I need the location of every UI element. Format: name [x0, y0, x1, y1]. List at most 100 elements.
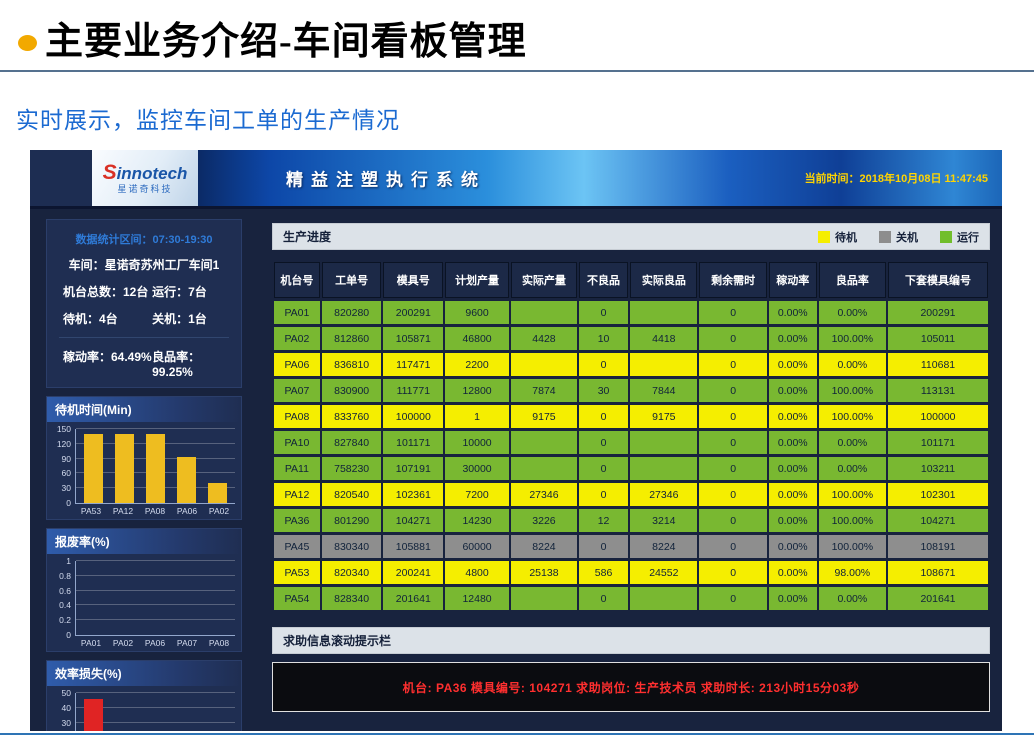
table-cell: PA53: [274, 561, 320, 584]
table-cell: 12: [578, 509, 629, 532]
table-cell: 24552: [630, 561, 698, 584]
chart-area: 0 0.2 0.4 0.6 0.8 1 PA01 PA02 PA06 PA07 PA08: [47, 554, 241, 651]
bar-slot: [78, 561, 109, 635]
legend-label-standby: 待机: [835, 231, 857, 244]
table-cell: 1: [445, 405, 509, 428]
bar-slot: [140, 429, 171, 503]
chart-standby-time: 待机时间(Min) 0 30 60 90 120 150 PA53 PA12 PA08 PA06…: [46, 396, 242, 520]
table-cell: 0.00%: [768, 327, 817, 350]
logo: Sinnotech 星诺奇科技: [92, 150, 198, 206]
table-cell: 0: [699, 405, 767, 428]
bar-PA12: [114, 433, 135, 503]
stat-grid: 机台总数：12台 运行：7台 待机：4台 关机：1台 稼动率：64.49% 良品…: [55, 283, 233, 379]
table-cell: 0.00%: [768, 587, 817, 610]
column-header: 下套模具编号: [887, 262, 988, 298]
y-tick-label: 50: [61, 688, 71, 698]
bar-slot: [140, 693, 171, 731]
x-tick-label: PA02: [112, 638, 134, 648]
chart-plot: [75, 560, 235, 636]
system-title: 精益注塑执行系统: [286, 170, 486, 190]
bar-slot: [202, 561, 233, 635]
gridline: [76, 721, 235, 723]
table-cell: 2200: [445, 353, 509, 376]
table-cell: 0: [578, 483, 629, 506]
table-cell: 12480: [445, 587, 509, 610]
slide-header: 主要业务介绍-车间看板管理: [18, 10, 527, 65]
stat-shutdown: 关机：1台: [152, 312, 207, 326]
table-cell: 0: [699, 457, 767, 480]
table-cell: 0.00%: [818, 457, 886, 480]
y-tick-label: 1: [66, 556, 71, 566]
stats-divider: [59, 337, 229, 338]
table-cell: 0.00%: [818, 587, 886, 610]
legend-swatch-run: [940, 230, 952, 243]
y-tick-label: 120: [56, 438, 71, 449]
chart-plot-wrap: PA01PA36PA08PA10PA12: [75, 692, 235, 731]
table-cell: 828340: [321, 587, 382, 610]
table-cell: 8224: [510, 535, 577, 558]
table-cell: 0: [699, 561, 767, 584]
table-cell: 10000: [445, 431, 509, 454]
table-cell: 7200: [445, 483, 509, 506]
stat-workshop: 车间：星诺奇苏州工厂车间1: [68, 258, 220, 272]
table-cell: 27346: [510, 483, 577, 506]
legend-swatch-standby: [818, 230, 830, 243]
table-cell: 200291: [887, 301, 988, 324]
title-divider: [0, 70, 1034, 72]
table-cell: 820340: [321, 561, 382, 584]
x-tick-label: PA08: [208, 638, 230, 648]
y-tick-label: 0.4: [59, 600, 71, 611]
column-header: 剩余需时: [699, 262, 767, 298]
table-cell: 0: [578, 301, 629, 324]
chart-scrap-rate: 报废率(%) 0 0.2 0.4 0.6 0.8 1 PA01 PA02 PA06 PA07 PA…: [46, 528, 242, 652]
chart-plot: [75, 428, 235, 504]
table-cell: PA12: [274, 483, 320, 506]
table-cell: 9600: [445, 301, 509, 324]
chart-bars: [78, 429, 233, 503]
chart-plot: [75, 692, 235, 731]
bar-PA01: [83, 698, 104, 731]
y-tick-label: 40: [61, 702, 71, 713]
legend-swatch-off: [879, 230, 891, 243]
table-cell: 30: [578, 379, 629, 402]
production-section-title: 生产进度: [283, 230, 332, 244]
chart-title: 报废率(%): [47, 529, 241, 554]
table-cell: 14230: [445, 509, 509, 532]
table-cell: PA06: [274, 353, 320, 376]
y-tick-label: 0.8: [59, 570, 71, 581]
chart-plot-wrap: PA53 PA12 PA08 PA06 PA02: [75, 428, 235, 516]
logo-initial: S: [102, 160, 117, 184]
bar-slot: [202, 693, 233, 731]
table-cell: 107191: [383, 457, 444, 480]
table-cell: 100.00%: [818, 535, 886, 558]
table-cell: 801290: [321, 509, 382, 532]
table-cell: 25138: [510, 561, 577, 584]
table-cell: 0.00%: [768, 431, 817, 454]
table-cell: 0.00%: [768, 301, 817, 324]
table-cell: 0: [699, 587, 767, 610]
table-cell: [510, 457, 577, 480]
table-cell: 27346: [630, 483, 698, 506]
dashboard-body: 数据统计区间：07:30-19:30 车间：星诺奇苏州工厂车间1 机台总数：12…: [30, 209, 1002, 731]
table-cell: 0: [578, 587, 629, 610]
stat-running: 运行：7台: [152, 285, 207, 299]
chart-efficiency-loss: 效率损失(%) 01020304050 PA01PA36PA08PA10PA12: [46, 660, 242, 731]
table-row-PA07: PA07 830900 111771 12800 7874 30 7844 0 0.00% 100…: [274, 379, 988, 402]
header-banner: 精益注塑执行系统 当前时间：2018年10月08日 11:47:45: [198, 150, 1002, 206]
table-cell: 101171: [887, 431, 988, 454]
table-cell: 46800: [445, 327, 509, 350]
column-header: 良品率: [818, 262, 886, 298]
table-header-row: 机台号 工单号 模具号 计划产量 实际产量 不良品 实际良品 剩余需时 稼动率 良品率 下套模具编号: [274, 262, 988, 298]
table-row-PA54: PA54 828340 201641 12480 0 0 0.00% 0.00% 201641: [274, 587, 988, 610]
production-section-bar: 生产进度 待机 关机 运行: [272, 223, 990, 250]
table-row-PA53: PA53 820340 200241 4800 25138 586 24552 0 0.00% 9…: [274, 561, 988, 584]
table-cell: PA01: [274, 301, 320, 324]
table-cell: PA54: [274, 587, 320, 610]
table-cell: 100.00%: [818, 483, 886, 506]
table-cell: 102301: [887, 483, 988, 506]
chart-yticks: 0 30 60 90 120 150: [49, 424, 75, 508]
chart-xlabels: PA01 PA02 PA06 PA07 PA08: [75, 638, 235, 648]
stats-panel: 数据统计区间：07:30-19:30 车间：星诺奇苏州工厂车间1 机台总数：12…: [46, 219, 242, 388]
table-cell: 4800: [445, 561, 509, 584]
